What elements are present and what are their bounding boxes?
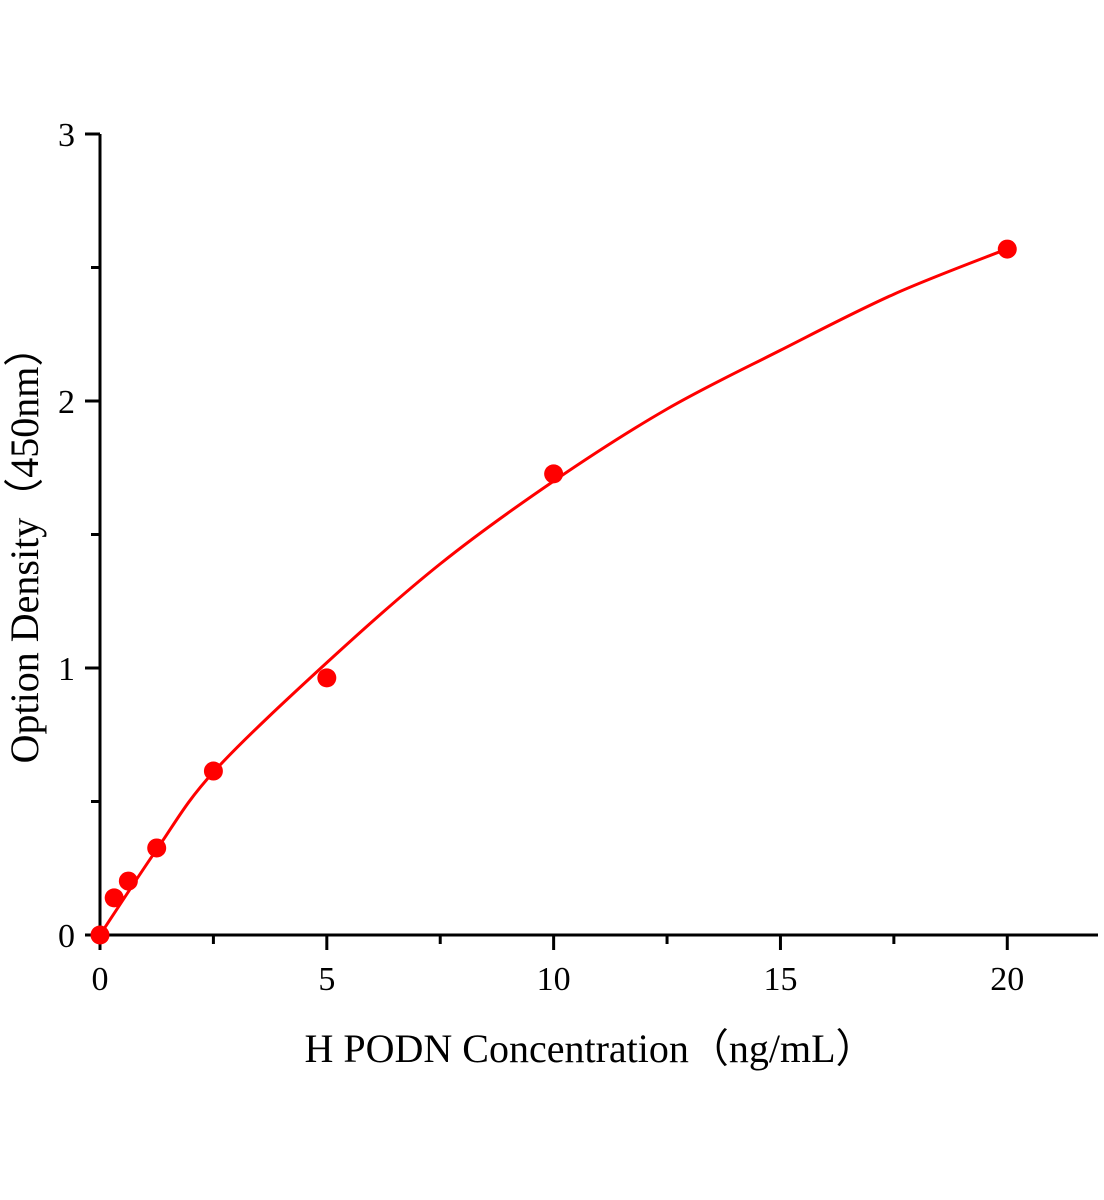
data-point [997, 239, 1017, 259]
x-tick-label: 5 [318, 961, 335, 998]
y-tick-label: 3 [58, 117, 75, 154]
x-tick-label: 0 [92, 961, 109, 998]
x-tick-label: 20 [990, 961, 1024, 998]
data-point [544, 464, 564, 484]
data-point [317, 668, 337, 688]
y-axis-label: Option Density（450nm） [2, 327, 47, 764]
x-tick-label: 15 [763, 961, 797, 998]
x-axis-label: H PODN Concentration（ng/mL） [304, 1026, 875, 1071]
x-tick-label: 10 [537, 961, 571, 998]
y-tick-label: 2 [58, 384, 75, 421]
axes [85, 132, 1098, 950]
data-point [147, 838, 167, 858]
data-points [90, 239, 1017, 945]
tick-labels: 0 5 10 15 20 0 1 2 3 [58, 117, 1024, 998]
data-point [203, 761, 223, 781]
y-tick-label: 0 [58, 918, 75, 955]
data-point [118, 871, 138, 891]
fit-curve [98, 247, 1008, 936]
y-tick-label: 1 [58, 651, 75, 688]
data-point [104, 888, 124, 908]
data-point [90, 925, 110, 945]
